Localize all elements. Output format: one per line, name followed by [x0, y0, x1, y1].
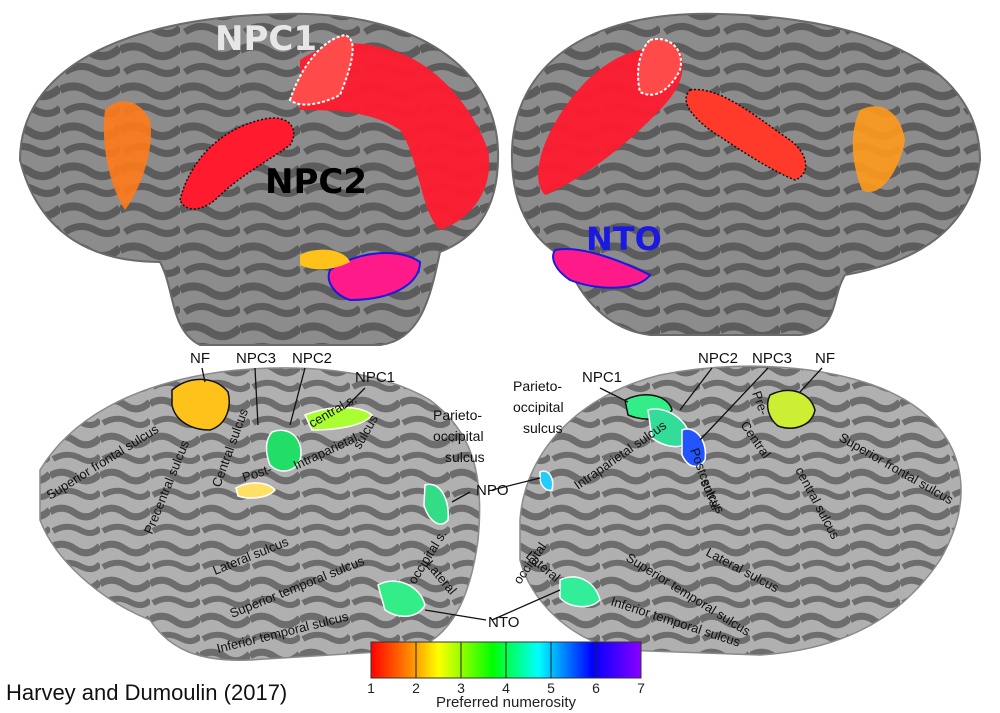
frontal-activation: [103, 101, 151, 210]
nto-activation-region-right: [552, 248, 652, 289]
right-flat-surface: [519, 365, 962, 656]
nto-region-left: [377, 580, 426, 617]
nto-label-bottom: NTO: [488, 614, 519, 631]
nf-region-right: [766, 389, 816, 429]
colorbar-tick-lines: [415, 642, 597, 678]
npo-region-left: [423, 483, 449, 525]
colorbar-label-1: 1: [367, 680, 375, 696]
left-flat-surface: [39, 367, 481, 661]
npc1-label-left: NPC1: [355, 369, 395, 386]
npc2-label-right: NPC2: [698, 350, 738, 367]
nto-region-right: [559, 576, 601, 608]
nf-label-right: NF: [815, 350, 835, 367]
parieto-occipital-left-1: Parieto-: [433, 407, 482, 423]
right-flat-pointers: [491, 367, 823, 621]
npc1-label-right: NPC1: [582, 369, 622, 386]
parieto-occipital-left-3: sulcus: [445, 449, 485, 465]
colorbar-label: Preferred numerosity: [436, 694, 577, 711]
colorbar-label-6: 6: [592, 680, 600, 696]
nf-region-left: [171, 378, 230, 431]
frontal-activation-right: [852, 106, 905, 192]
npc2-activation-region-right: [685, 88, 807, 181]
npc2-activation-region: [179, 117, 295, 210]
temporal-activation: [300, 249, 350, 270]
npc1-outline: [288, 33, 354, 106]
npc2-label-top: NPC2: [265, 162, 367, 202]
npc3-region-left: [235, 482, 276, 499]
nf-label-left: NF: [190, 350, 210, 367]
npc3-label-left: NPC3: [236, 350, 276, 367]
colorbar-label-5: 5: [547, 680, 555, 696]
parieto-occipital-right-1: Parieto-: [513, 378, 562, 394]
npc2-label-left: NPC2: [292, 350, 332, 367]
npc1-outline-right: [637, 38, 682, 96]
colorbar: 1 2 3 4 5 6 7 Preferred numerosity: [367, 641, 645, 711]
top-right-inflated-hemisphere: [510, 12, 982, 336]
npc3-label-right: NPC3: [752, 350, 792, 367]
bottom-left-flat-hemisphere: [39, 367, 481, 661]
parieto-occipital-right-3: sulcus: [523, 420, 563, 436]
colorbar-label-4: 4: [502, 680, 510, 696]
top-left-inflated-hemisphere: [18, 12, 500, 346]
colorbar-label-3: 3: [457, 680, 465, 696]
npc2-region-left: [265, 429, 302, 472]
npc1-label-top: NPC1: [215, 19, 317, 59]
npo-region-right: [539, 470, 554, 492]
colorbar-tick-labels: 1 2 3 4 5 6 7: [367, 680, 645, 696]
left-flat-pointers: [201, 367, 487, 621]
npc1-region-left: [303, 406, 374, 431]
nto-activation-region: [327, 252, 422, 302]
colorbar-label-7: 7: [637, 680, 645, 696]
colorbar-label-2: 2: [412, 680, 420, 696]
npc1-activation-region: [300, 43, 490, 230]
parieto-occipital-right-2: occipital: [513, 399, 564, 415]
nto-label-top: NTO: [586, 220, 662, 258]
npc3-region-right: [681, 428, 707, 467]
bottom-right-flat-hemisphere: [519, 365, 962, 656]
parieto-occipital-left-2: occipital: [433, 428, 484, 444]
credit-text: Harvey and Dumoulin (2017): [6, 680, 288, 705]
